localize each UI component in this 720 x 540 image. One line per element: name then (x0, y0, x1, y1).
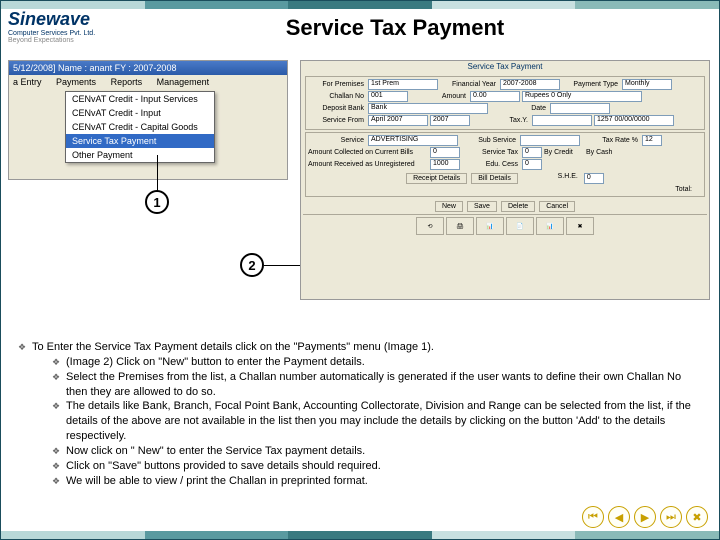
lbl-bycredit: By Credit (544, 149, 584, 156)
inp-challan[interactable]: 001 (368, 91, 408, 102)
lbl-fpb: Tax.Y. (472, 117, 530, 124)
lbl-premises: For Premises (308, 81, 366, 88)
menu-reports[interactable]: Reports (111, 77, 143, 87)
inp-svctax[interactable]: 0 (522, 147, 542, 158)
bullet-icon (52, 370, 66, 400)
lbl-unreg: Amount Received as Unregistered (308, 161, 428, 168)
instr-sub: The details like Bank, Branch, Focal Poi… (66, 399, 702, 444)
dropdown-item[interactable]: CENvAT Credit - Input Services (66, 92, 214, 106)
icon-close[interactable]: ✖ (566, 217, 594, 235)
callout-2: 2 (240, 253, 264, 277)
instr-sub: Select the Premises from the list, a Cha… (66, 370, 702, 400)
lbl-service: Service (308, 137, 366, 144)
dropdown-item[interactable]: CENvAT Credit - Capital Goods (66, 120, 214, 134)
inp-taxrate[interactable]: 12 (642, 135, 662, 146)
icon-report2[interactable]: 📊 (536, 217, 564, 235)
nav-first-icon[interactable]: ⏮ (582, 506, 604, 528)
icon-refresh[interactable]: ⟲ (416, 217, 444, 235)
menu-payments[interactable]: Payments (56, 77, 96, 87)
lbl-edu: Edu. Cess (462, 161, 520, 168)
callout-2-line (264, 265, 300, 266)
screenshot-menu: 5/12/2008] Name : anant FY : 2007-2008 a… (8, 60, 288, 180)
lbl-bycash: By Cash (586, 149, 626, 156)
instr-sub: (Image 2) Click on "New" button to enter… (66, 355, 702, 370)
inp-amt[interactable]: 0.00 (470, 91, 520, 102)
form-title: Service Tax Payment (301, 61, 709, 72)
bullet-icon (52, 444, 66, 459)
titlebar: 5/12/2008] Name : anant FY : 2007-2008 (9, 61, 287, 75)
inp-serfrom[interactable]: April 2007 (368, 115, 428, 126)
lbl-fy: Financial Year (440, 81, 498, 88)
menubar: a Entry Payments Reports Management (9, 75, 287, 89)
lbl-challan: Challan No (308, 93, 366, 100)
bullet-icon (52, 459, 66, 474)
icon-print[interactable]: 🖨 (446, 217, 474, 235)
icon-report1[interactable]: 📊 (476, 217, 504, 235)
icon-doc[interactable]: 📄 (506, 217, 534, 235)
logo-name: Sinewave (8, 9, 158, 30)
lbl-taxrate: Tax Rate % (582, 137, 640, 144)
slide-nav: ⏮ ◀ ▶ ⏭ ✖ (582, 506, 708, 528)
inp-amtcur[interactable]: 0 (430, 147, 460, 158)
inp-unreg[interactable]: 1000 (430, 159, 460, 170)
logo: Sinewave Computer Services Pvt. Ltd. Bey… (8, 9, 158, 47)
toolbar-delete[interactable]: Delete (501, 201, 535, 212)
inp-service[interactable]: ADVERTISING (368, 135, 458, 146)
lbl-ptype: Payment Type (562, 81, 620, 88)
logo-sub: Computer Services Pvt. Ltd. (8, 30, 158, 37)
btn-bill[interactable]: Bill Details (471, 173, 518, 184)
inp-serto[interactable]: 2007 (430, 115, 470, 126)
instr-main: To Enter the Service Tax Payment details… (32, 340, 702, 355)
bullet-icon (52, 399, 66, 444)
lbl-subservice: Sub Service (460, 137, 518, 144)
menu-mgmt[interactable]: Management (157, 77, 210, 87)
nav-prev-icon[interactable]: ◀ (608, 506, 630, 528)
inp-edu[interactable]: 0 (522, 159, 542, 170)
lbl-total: Total: (675, 186, 692, 193)
callout-1-line (157, 155, 158, 191)
inp-subservice[interactable] (520, 135, 580, 146)
lbl-svctax: Service Tax (462, 149, 520, 156)
dropdown-item[interactable]: CENvAT Credit - Input (66, 106, 214, 120)
instructions: To Enter the Service Tax Payment details… (18, 340, 702, 488)
nav-last-icon[interactable]: ⏭ (660, 506, 682, 528)
inp-div: 1257 00/00/0000 (594, 115, 674, 126)
lbl-bill: Amount Collected on Current Bills (308, 149, 428, 156)
logo-tag: Beyond Expectations (8, 37, 158, 44)
nav-next-icon[interactable]: ▶ (634, 506, 656, 528)
lbl-amt: Amount (410, 93, 468, 100)
toolbar-save[interactable]: Save (467, 201, 497, 212)
inp-bank[interactable]: Bank (368, 103, 488, 114)
screenshot-form: Service Tax Payment For Premises 1st Pre… (300, 60, 710, 300)
inp-amtw: Rupees 0 Only (522, 91, 642, 102)
lbl-serfrom: Service From (308, 117, 366, 124)
bullet-icon (52, 474, 66, 489)
inp-she[interactable]: 0 (584, 173, 604, 184)
dropdown-item-selected[interactable]: Service Tax Payment (66, 134, 214, 148)
header: Sinewave Computer Services Pvt. Ltd. Bey… (8, 8, 712, 48)
lbl-depdate: Date (490, 105, 548, 112)
payments-dropdown: CENvAT Credit - Input Services CENvAT Cr… (65, 91, 215, 163)
inp-depdate[interactable] (550, 103, 610, 114)
lbl-she: S.H.E. (522, 173, 580, 184)
inp-fy[interactable]: 2007-2008 (500, 79, 560, 90)
page-title: Service Tax Payment (158, 15, 632, 41)
dropdown-item[interactable]: Other Payment (66, 148, 214, 162)
instr-sub: We will be able to view / print the Chal… (66, 474, 702, 489)
instr-sub: Now click on " New" to enter the Service… (66, 444, 702, 459)
callout-1: 1 (145, 190, 169, 214)
menu-entry[interactable]: a Entry (13, 77, 42, 87)
instr-sub: Click on "Save" buttons provided to save… (66, 459, 702, 474)
nav-close-icon[interactable]: ✖ (686, 506, 708, 528)
toolbar-cancel[interactable]: Cancel (539, 201, 575, 212)
bottom-stripes (1, 531, 719, 539)
btn-receipt[interactable]: Receipt Details (406, 173, 467, 184)
inp-premises[interactable]: 1st Prem (368, 79, 438, 90)
bullet-icon (52, 355, 66, 370)
bullet-icon (18, 340, 32, 355)
inp-fpb[interactable] (532, 115, 592, 126)
lbl-bank: Deposit Bank (308, 105, 366, 112)
inp-ptype[interactable]: Monthly (622, 79, 672, 90)
toolbar-new[interactable]: New (435, 201, 463, 212)
